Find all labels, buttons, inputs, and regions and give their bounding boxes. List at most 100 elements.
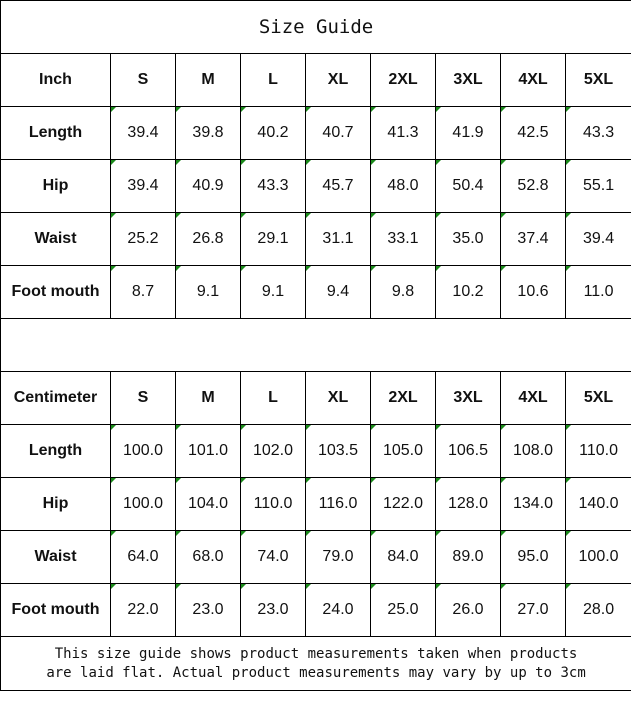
measurement-cell: 35.0 (435, 212, 501, 266)
size-header: 3XL (435, 53, 501, 107)
measurement-cell: 45.7 (305, 159, 371, 213)
measurement-cell: 108.0 (500, 424, 566, 478)
measurement-cell: 43.3 (564, 106, 631, 160)
size-header: S (110, 371, 176, 425)
size-header: 4XL (500, 53, 566, 107)
measurement-cell: 110.0 (564, 424, 631, 478)
measurement-cell: 55.1 (564, 159, 631, 213)
measurement-cell: 22.0 (110, 583, 176, 637)
size-header: M (175, 53, 241, 107)
size-header: L (240, 53, 306, 107)
measurement-cell: 25.2 (110, 212, 176, 266)
size-header: 5XL (564, 371, 631, 425)
measurement-cell: 105.0 (370, 424, 436, 478)
measurement-cell: 40.7 (305, 106, 371, 160)
table-row: Hip 39.4 40.9 43.3 45.7 48.0 50.4 52.8 55.1 (0, 159, 631, 213)
note-line-1: This size guide shows product measuremen… (54, 645, 578, 662)
unit-header: Centimeter (0, 371, 111, 425)
size-header: XL (305, 371, 371, 425)
measurement-cell: 39.4 (564, 212, 631, 266)
row-label: Foot mouth (0, 265, 111, 319)
measurement-cell: 103.5 (305, 424, 371, 478)
measurement-cell: 104.0 (175, 477, 241, 531)
unit-header: Inch (0, 53, 111, 107)
measurement-cell: 26.8 (175, 212, 241, 266)
measurement-cell: 9.1 (175, 265, 241, 319)
row-label: Length (0, 106, 111, 160)
measurement-cell: 106.5 (435, 424, 501, 478)
size-header: 5XL (564, 53, 631, 107)
size-header: XL (305, 53, 371, 107)
measurement-cell: 8.7 (110, 265, 176, 319)
spacer-row (0, 318, 631, 372)
table-row: Hip 100.0 104.0 110.0 116.0 122.0 128.0 134.0 14… (0, 477, 631, 531)
measurement-cell: 122.0 (370, 477, 436, 531)
row-label: Waist (0, 530, 111, 584)
size-header: 4XL (500, 371, 566, 425)
table-title: Size Guide (0, 0, 631, 54)
measurement-cell: 128.0 (435, 477, 501, 531)
measurement-cell: 9.4 (305, 265, 371, 319)
measurement-cell: 41.3 (370, 106, 436, 160)
measurement-cell: 26.0 (435, 583, 501, 637)
size-header: 3XL (435, 371, 501, 425)
measurement-cell: 33.1 (370, 212, 436, 266)
measurement-cell: 134.0 (500, 477, 566, 531)
measurement-cell: 40.2 (240, 106, 306, 160)
size-header: S (110, 53, 176, 107)
measurement-cell: 23.0 (175, 583, 241, 637)
measurement-cell: 74.0 (240, 530, 306, 584)
row-label: Hip (0, 159, 111, 213)
measurement-cell: 42.5 (500, 106, 566, 160)
measurement-cell: 140.0 (564, 477, 631, 531)
measurement-cell: 10.2 (435, 265, 501, 319)
measurement-note: This size guide shows product measuremen… (0, 636, 631, 691)
table-row: Foot mouth 22.0 23.0 23.0 24.0 25.0 26.0 27.0 28… (0, 583, 631, 637)
size-header: L (240, 371, 306, 425)
measurement-cell: 68.0 (175, 530, 241, 584)
measurement-cell: 100.0 (564, 530, 631, 584)
table-row: Waist 25.2 26.8 29.1 31.1 33.1 35.0 37.4 39.4 (0, 212, 631, 266)
measurement-cell: 100.0 (110, 424, 176, 478)
measurement-cell: 37.4 (500, 212, 566, 266)
measurement-cell: 101.0 (175, 424, 241, 478)
size-header: 2XL (370, 371, 436, 425)
measurement-cell: 39.4 (110, 106, 176, 160)
measurement-cell: 116.0 (305, 477, 371, 531)
row-label: Foot mouth (0, 583, 111, 637)
measurement-cell: 84.0 (370, 530, 436, 584)
measurement-cell: 50.4 (435, 159, 501, 213)
measurement-cell: 64.0 (110, 530, 176, 584)
measurement-cell: 10.6 (500, 265, 566, 319)
measurement-cell: 27.0 (500, 583, 566, 637)
measurement-cell: 48.0 (370, 159, 436, 213)
measurement-cell: 52.8 (500, 159, 566, 213)
measurement-cell: 9.1 (240, 265, 306, 319)
inch-header-row: Inch S M L XL 2XL 3XL 4XL 5XL (0, 53, 631, 107)
measurement-cell: 79.0 (305, 530, 371, 584)
measurement-cell: 9.8 (370, 265, 436, 319)
table-row: Waist 64.0 68.0 74.0 79.0 84.0 89.0 95.0 100.0 (0, 530, 631, 584)
measurement-cell: 95.0 (500, 530, 566, 584)
measurement-cell: 25.0 (370, 583, 436, 637)
measurement-cell: 11.0 (564, 265, 631, 319)
measurement-cell: 39.8 (175, 106, 241, 160)
note-line-2: are laid flat. Actual product measuremen… (46, 664, 586, 681)
size-header: M (175, 371, 241, 425)
measurement-cell: 41.9 (435, 106, 501, 160)
measurement-cell: 43.3 (240, 159, 306, 213)
row-label: Waist (0, 212, 111, 266)
cm-header-row: Centimeter S M L XL 2XL 3XL 4XL 5XL (0, 371, 631, 425)
measurement-cell: 89.0 (435, 530, 501, 584)
row-label: Hip (0, 477, 111, 531)
table-row: Foot mouth 8.7 9.1 9.1 9.4 9.8 10.2 10.6 11.0 (0, 265, 631, 319)
measurement-cell: 29.1 (240, 212, 306, 266)
row-label: Length (0, 424, 111, 478)
table-row: Length 100.0 101.0 102.0 103.5 105.0 106.5 108.… (0, 424, 631, 478)
measurement-cell: 24.0 (305, 583, 371, 637)
measurement-cell: 28.0 (564, 583, 631, 637)
table-row: Length 39.4 39.8 40.2 40.7 41.3 41.9 42.5 43.3 (0, 106, 631, 160)
measurement-cell: 40.9 (175, 159, 241, 213)
